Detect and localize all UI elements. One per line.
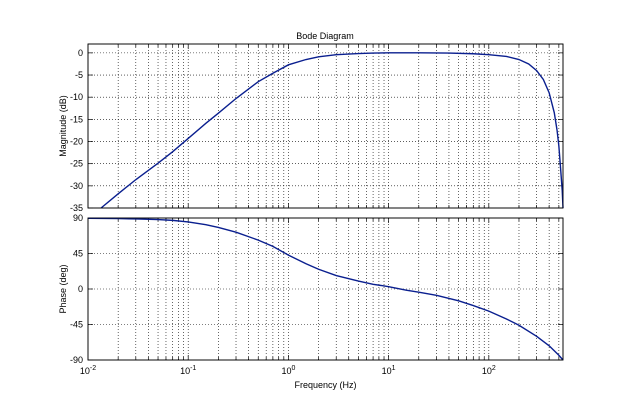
x-tick-label: 10-1 bbox=[180, 365, 196, 376]
y-tick-label: 45 bbox=[73, 249, 83, 259]
y-tick-label: 0 bbox=[78, 48, 83, 58]
x-tick-label: 100 bbox=[281, 365, 295, 376]
y-tick-label: -5 bbox=[75, 70, 83, 80]
y-tick-label: -20 bbox=[70, 137, 83, 147]
y-tick-label: 0 bbox=[78, 284, 83, 294]
x-tick-label: 102 bbox=[482, 365, 496, 376]
plot-area bbox=[87, 43, 564, 209]
y-tick-label: -35 bbox=[70, 203, 83, 213]
plot-border bbox=[87, 43, 564, 209]
x-tick-label: 101 bbox=[382, 365, 396, 376]
x-tick-label: 10-2 bbox=[80, 365, 96, 376]
chart-title: Bode Diagram bbox=[296, 31, 354, 41]
magnitude-panel: 0 -5 -10 -15 -20 -25 -30 -35 Magnitude (dB) bbox=[58, 43, 564, 213]
magnitude-curve bbox=[100, 52, 564, 209]
y-tick-label: -45 bbox=[70, 320, 83, 330]
y-tick-label: -30 bbox=[70, 181, 83, 191]
y-tick-label: -10 bbox=[70, 92, 83, 102]
y-tick-label: -90 bbox=[70, 355, 83, 365]
y-axis-label: Phase (deg) bbox=[58, 264, 68, 313]
phase-curve bbox=[87, 217, 564, 361]
y-tick-label: -15 bbox=[70, 114, 83, 124]
plot-border bbox=[87, 217, 564, 361]
y-axis-label: Magnitude (dB) bbox=[58, 95, 68, 157]
x-axis-label: Frequency (Hz) bbox=[294, 380, 356, 390]
y-tick-label: -25 bbox=[70, 159, 83, 169]
y-tick-label: 90 bbox=[73, 213, 83, 223]
